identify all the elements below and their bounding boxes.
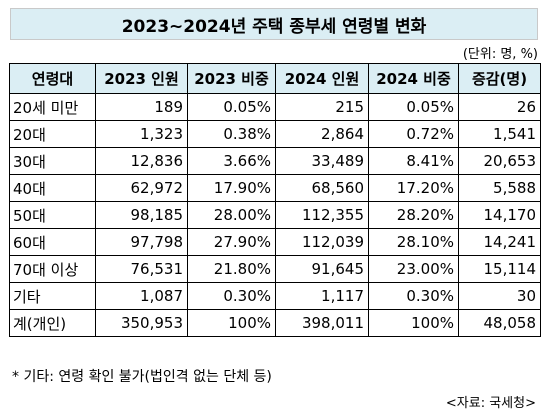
cell-age-group: 계(개인) <box>9 309 96 337</box>
cell-share-2023: 0.30% <box>187 282 276 310</box>
col-header-change: 증감(명) <box>458 63 541 94</box>
cell-count-2024: 112,039 <box>275 228 369 256</box>
cell-count-2024: 33,489 <box>275 147 369 175</box>
table-body: 20세 미만 189 0.05% 215 0.05% 26 20대 1,323 0.38% 2,8… <box>9 93 541 337</box>
col-header-2024-share: 2024 비중 <box>368 63 459 94</box>
age-group-table: 연령대 2023 인원 2023 비중 2024 인원 2024 비중 증감(명… <box>9 63 541 337</box>
cell-age-group: 20세 미만 <box>9 93 96 121</box>
table-row: 기타 1,087 0.30% 1,117 0.30% 30 <box>9 282 541 310</box>
cell-count-2024: 215 <box>275 93 369 121</box>
cell-change: 15,114 <box>458 255 541 283</box>
table-row: 70대 이상 76,531 21.80% 91,645 23.00% 15,114 <box>9 255 541 283</box>
footnote: * 기타: 연령 확인 불가(법인격 없는 단체 등) <box>12 369 272 385</box>
cell-count-2023: 350,953 <box>95 309 188 337</box>
cell-change: 14,241 <box>458 228 541 256</box>
cell-share-2024: 28.10% <box>368 228 459 256</box>
cell-share-2024: 28.20% <box>368 201 459 229</box>
cell-share-2024: 0.72% <box>368 120 459 148</box>
cell-share-2024: 17.20% <box>368 174 459 202</box>
cell-count-2024: 398,011 <box>275 309 369 337</box>
cell-share-2023: 28.00% <box>187 201 276 229</box>
cell-count-2023: 12,836 <box>95 147 188 175</box>
table-header-row: 연령대 2023 인원 2023 비중 2024 인원 2024 비중 증감(명… <box>9 63 541 94</box>
cell-share-2023: 27.90% <box>187 228 276 256</box>
cell-count-2023: 189 <box>95 93 188 121</box>
col-header-2023-share: 2023 비중 <box>187 63 276 94</box>
cell-share-2024: 23.00% <box>368 255 459 283</box>
unit-note: (단위: 명, %) <box>462 47 538 62</box>
cell-count-2023: 62,972 <box>95 174 188 202</box>
cell-change: 30 <box>458 282 541 310</box>
cell-change: 14,170 <box>458 201 541 229</box>
table-row: 30대 12,836 3.66% 33,489 8.41% 20,653 <box>9 147 541 175</box>
cell-age-group: 40대 <box>9 174 96 202</box>
cell-share-2023: 3.66% <box>187 147 276 175</box>
cell-count-2024: 91,645 <box>275 255 369 283</box>
cell-change: 26 <box>458 93 541 121</box>
cell-share-2024: 0.30% <box>368 282 459 310</box>
cell-age-group: 20대 <box>9 120 96 148</box>
cell-count-2024: 112,355 <box>275 201 369 229</box>
source-note: <자료: 국세청> <box>445 396 536 411</box>
cell-age-group: 50대 <box>9 201 96 229</box>
cell-count-2023: 76,531 <box>95 255 188 283</box>
cell-share-2024: 0.05% <box>368 93 459 121</box>
col-header-2023-count: 2023 인원 <box>95 63 188 94</box>
cell-change: 1,541 <box>458 120 541 148</box>
cell-share-2023: 21.80% <box>187 255 276 283</box>
cell-count-2023: 1,087 <box>95 282 188 310</box>
cell-count-2023: 98,185 <box>95 201 188 229</box>
cell-count-2024: 68,560 <box>275 174 369 202</box>
cell-share-2024: 100% <box>368 309 459 337</box>
cell-share-2023: 0.38% <box>187 120 276 148</box>
cell-share-2024: 8.41% <box>368 147 459 175</box>
col-header-age-group: 연령대 <box>9 63 96 94</box>
table-row: 60대 97,798 27.90% 112,039 28.10% 14,241 <box>9 228 541 256</box>
cell-age-group: 70대 이상 <box>9 255 96 283</box>
table-row: 계(개인) 350,953 100% 398,011 100% 48,058 <box>9 309 541 337</box>
table-row: 20대 1,323 0.38% 2,864 0.72% 1,541 <box>9 120 541 148</box>
cell-count-2024: 1,117 <box>275 282 369 310</box>
cell-age-group: 30대 <box>9 147 96 175</box>
cell-age-group: 기타 <box>9 282 96 310</box>
table-row: 20세 미만 189 0.05% 215 0.05% 26 <box>9 93 541 121</box>
page-title: 2023~2024년 주택 종부세 연령별 변화 <box>10 8 538 40</box>
cell-count-2023: 97,798 <box>95 228 188 256</box>
cell-share-2023: 17.90% <box>187 174 276 202</box>
col-header-2024-count: 2024 인원 <box>275 63 369 94</box>
cell-change: 48,058 <box>458 309 541 337</box>
cell-change: 5,588 <box>458 174 541 202</box>
cell-age-group: 60대 <box>9 228 96 256</box>
cell-count-2024: 2,864 <box>275 120 369 148</box>
table-row: 50대 98,185 28.00% 112,355 28.20% 14,170 <box>9 201 541 229</box>
cell-count-2023: 1,323 <box>95 120 188 148</box>
table-row: 40대 62,972 17.90% 68,560 17.20% 5,588 <box>9 174 541 202</box>
cell-change: 20,653 <box>458 147 541 175</box>
cell-share-2023: 100% <box>187 309 276 337</box>
cell-share-2023: 0.05% <box>187 93 276 121</box>
